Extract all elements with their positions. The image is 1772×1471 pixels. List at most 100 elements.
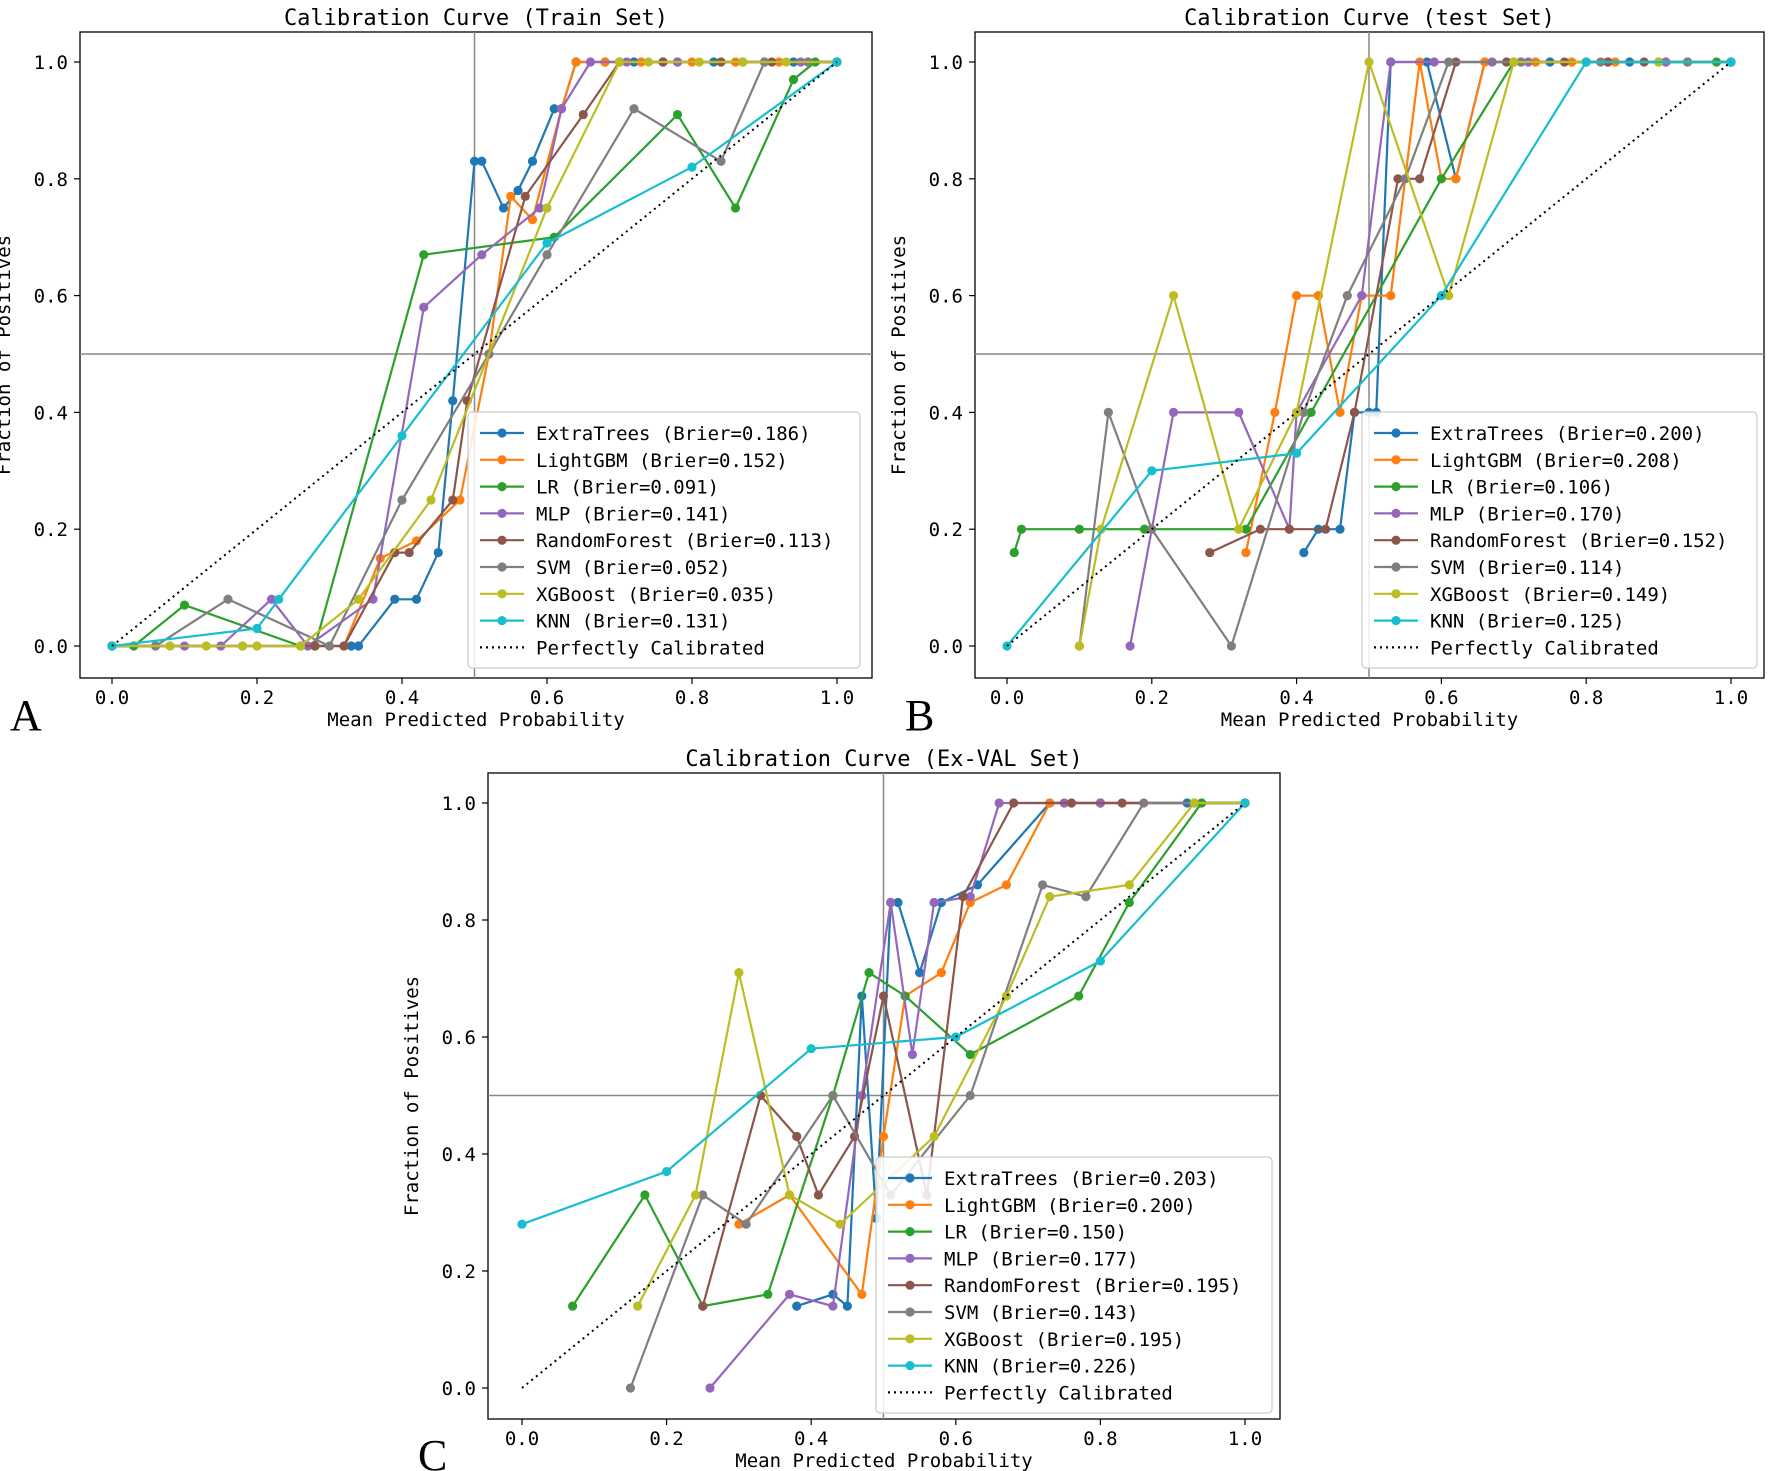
x-axis-label: Mean Predicted Probability bbox=[327, 709, 624, 731]
data-point bbox=[448, 396, 458, 406]
data-point bbox=[1349, 407, 1360, 417]
x-tick-label: 0.4 bbox=[385, 687, 419, 709]
y-tick-label: 0.2 bbox=[34, 519, 68, 541]
data-point bbox=[556, 104, 567, 114]
data-point bbox=[828, 1301, 838, 1311]
data-point bbox=[640, 1190, 650, 1200]
y-tick-label: 0.2 bbox=[929, 519, 963, 541]
data-point bbox=[390, 547, 400, 558]
y-axis-label: Fraction of Positives bbox=[401, 976, 423, 1216]
chart-title: Calibration Curve (Ex-VAL Set) bbox=[685, 747, 1082, 772]
series-8 bbox=[111, 61, 838, 647]
data-point bbox=[527, 156, 538, 166]
data-point bbox=[1436, 174, 1446, 184]
legend: ExtraTrees (Brier=0.200) LightGBM (Brier=… bbox=[1361, 411, 1758, 669]
legend-marker bbox=[1391, 562, 1401, 572]
legend-marker bbox=[905, 1227, 915, 1237]
data-point bbox=[1444, 57, 1454, 67]
x-tick-label: 0.6 bbox=[530, 687, 564, 709]
data-point bbox=[1016, 524, 1027, 534]
data-point bbox=[781, 57, 791, 67]
chart-panel-A: 0.0 0.2 0.4 0.6 0.8 1.0 0.0 0.2 0.4 0.6 0.8 1.0 Cali… bbox=[0, 6, 873, 740]
x-tick-label: 0.0 bbox=[990, 687, 1024, 709]
data-point bbox=[295, 641, 306, 651]
data-point bbox=[339, 641, 349, 651]
data-point bbox=[806, 1044, 816, 1054]
data-point bbox=[542, 203, 552, 213]
data-point bbox=[730, 203, 741, 213]
data-point bbox=[477, 156, 487, 166]
data-point bbox=[672, 109, 683, 120]
data-point bbox=[1284, 524, 1294, 534]
data-point bbox=[864, 968, 874, 978]
data-point bbox=[1429, 57, 1439, 67]
data-point bbox=[1074, 641, 1084, 651]
data-point bbox=[1444, 291, 1454, 301]
data-point bbox=[397, 495, 407, 505]
data-point bbox=[994, 798, 1004, 808]
chart-panel-C: 0.0 0.2 0.4 0.6 0.8 1.0 0.0 0.2 0.4 0.6 0.8 1.0 Cali… bbox=[401, 747, 1281, 1471]
data-point bbox=[1226, 641, 1237, 651]
data-point bbox=[784, 1190, 795, 1200]
y-tick-label: 0.2 bbox=[442, 1261, 476, 1283]
data-point bbox=[535, 203, 545, 213]
data-point bbox=[1299, 407, 1309, 417]
data-point bbox=[1270, 407, 1280, 417]
data-point bbox=[1205, 547, 1215, 558]
panel-label: A bbox=[10, 691, 42, 740]
data-point bbox=[542, 238, 552, 248]
data-point bbox=[1451, 174, 1461, 184]
data-point bbox=[738, 57, 748, 67]
y-tick-label: 1.0 bbox=[34, 52, 68, 74]
y-tick-label: 0.4 bbox=[929, 402, 963, 424]
legend-box bbox=[1361, 411, 1758, 669]
data-point bbox=[223, 594, 233, 604]
legend-marker bbox=[1391, 616, 1401, 626]
panel-label: C bbox=[418, 1431, 447, 1471]
data-point bbox=[907, 1049, 918, 1060]
data-point bbox=[1415, 174, 1425, 184]
legend-entry: LightGBM (Brier=0.208) bbox=[1430, 450, 1682, 472]
data-point bbox=[517, 1219, 527, 1229]
series-4 bbox=[698, 798, 1250, 1311]
legend-entry: RandomForest (Brier=0.113) bbox=[536, 530, 833, 552]
legend-marker bbox=[1391, 428, 1401, 438]
data-point bbox=[741, 1219, 751, 1229]
data-point bbox=[625, 1383, 636, 1393]
data-point bbox=[266, 594, 277, 604]
data-point bbox=[1009, 798, 1019, 808]
legend-entry: XGBoost (Brier=0.035) bbox=[536, 584, 776, 606]
legend-entry: LR (Brier=0.091) bbox=[536, 477, 719, 499]
x-tick-label: 0.6 bbox=[939, 1428, 973, 1450]
legend: ExtraTrees (Brier=0.203) LightGBM (Brier=… bbox=[875, 1156, 1273, 1414]
x-tick-label: 0.8 bbox=[1083, 1428, 1117, 1450]
data-point bbox=[705, 1383, 715, 1393]
data-point bbox=[1306, 407, 1316, 417]
data-point bbox=[1117, 798, 1127, 808]
y-axis-label: Fraction of Positives bbox=[888, 235, 910, 475]
series-line bbox=[1006, 60, 1731, 647]
legend-entry: SVM (Brier=0.114) bbox=[1430, 557, 1624, 579]
y-axis-label: Fraction of Positives bbox=[0, 235, 15, 475]
y-tick-label: 0.4 bbox=[442, 1144, 476, 1166]
data-point bbox=[614, 57, 625, 67]
data-point bbox=[784, 1289, 795, 1299]
data-point bbox=[1335, 524, 1345, 534]
x-tick-label: 0.2 bbox=[240, 687, 274, 709]
data-point bbox=[1074, 991, 1084, 1001]
data-point bbox=[694, 57, 704, 67]
data-point bbox=[690, 1190, 701, 1200]
data-point bbox=[1189, 798, 1199, 808]
data-point bbox=[411, 536, 422, 546]
data-point bbox=[179, 600, 190, 610]
x-tick-label: 0.0 bbox=[95, 687, 129, 709]
legend-entry: KNN (Brier=0.131) bbox=[536, 611, 730, 633]
legend-marker bbox=[905, 1307, 915, 1317]
data-point bbox=[1009, 547, 1019, 558]
x-tick-label: 1.0 bbox=[1714, 687, 1748, 709]
data-point bbox=[893, 897, 903, 908]
data-point bbox=[662, 1166, 672, 1177]
data-point bbox=[1234, 524, 1244, 534]
data-point bbox=[397, 431, 407, 441]
data-point bbox=[788, 74, 799, 85]
